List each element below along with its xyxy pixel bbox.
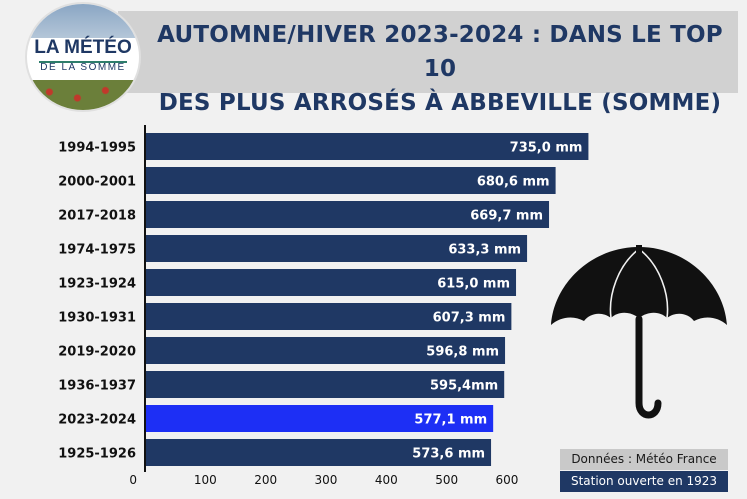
title-line-2: DES PLUS ARROSÉS À ABBEVILLE (SOMME) xyxy=(158,90,722,116)
bar-1994-1995 xyxy=(145,133,589,160)
category-label-2023-2024: 2023-2024 xyxy=(58,413,136,428)
value-label-2017-2018: 669,7 mm xyxy=(470,209,543,224)
bar-2019-2020 xyxy=(145,337,506,364)
logo-poppy-field xyxy=(27,80,139,110)
value-label-1994-1995: 735,0 mm xyxy=(510,141,583,156)
x-tick-100: 100 xyxy=(194,473,217,487)
bar-2000-2001 xyxy=(145,167,556,194)
title-band xyxy=(118,11,738,93)
category-label-1994-1995: 1994-1995 xyxy=(58,141,136,156)
x-tick-300: 300 xyxy=(315,473,338,487)
category-label-1936-1937: 1936-1937 xyxy=(58,379,136,394)
chart-title: AUTOMNE/HIVER 2023-2024 : DANS LE TOP 10… xyxy=(150,18,730,120)
bar-1930-1931 xyxy=(145,303,512,330)
logo-sky xyxy=(27,4,139,38)
category-label-2019-2020: 2019-2020 xyxy=(58,345,136,360)
bar-1974-1975 xyxy=(145,235,528,262)
value-label-1925-1926: 573,6 mm xyxy=(412,447,485,462)
title-line-1: AUTOMNE/HIVER 2023-2024 : DANS LE TOP 10 xyxy=(157,22,723,82)
value-label-1936-1937: 595,4mm xyxy=(430,379,498,394)
value-label-2023-2024: 577,1 mm xyxy=(414,413,487,428)
value-label-2019-2020: 596,8 mm xyxy=(426,345,499,360)
bar-1925-1926 xyxy=(145,439,492,466)
bar-1936-1937 xyxy=(145,371,505,398)
value-label-1923-1924: 615,0 mm xyxy=(437,277,510,292)
value-label-1930-1931: 607,3 mm xyxy=(433,311,506,326)
data-source-label: Données : Météo France xyxy=(560,449,728,470)
x-tick-200: 200 xyxy=(254,473,277,487)
category-label-1974-1975: 1974-1975 xyxy=(58,243,136,258)
x-tick-400: 400 xyxy=(375,473,398,487)
station-info-label: Station ouverte en 1923 xyxy=(560,471,728,492)
category-label-2000-2001: 2000-2001 xyxy=(58,175,136,190)
logo-subtitle: DE LA SOMME xyxy=(40,62,126,73)
category-label-1925-1926: 1925-1926 xyxy=(58,447,136,462)
bar-2023-2024 xyxy=(145,405,494,432)
logo-divider xyxy=(39,61,127,63)
category-label-1930-1931: 1930-1931 xyxy=(58,311,136,326)
logo-title: LA MÉTÉO xyxy=(34,37,132,58)
category-label-2017-2018: 2017-2018 xyxy=(58,209,136,224)
x-tick-600: 600 xyxy=(496,473,519,487)
bar-2017-2018 xyxy=(145,201,550,228)
value-label-1974-1975: 633,3 mm xyxy=(448,243,521,258)
bar-1923-1924 xyxy=(145,269,517,296)
x-tick-500: 500 xyxy=(435,473,458,487)
category-label-1923-1924: 1923-1924 xyxy=(58,277,136,292)
value-label-2000-2001: 680,6 mm xyxy=(477,175,550,190)
logo: LA MÉTÉO DE LA SOMME xyxy=(27,4,139,110)
umbrella-icon xyxy=(551,245,727,419)
x-tick-0: 0 xyxy=(129,473,137,487)
